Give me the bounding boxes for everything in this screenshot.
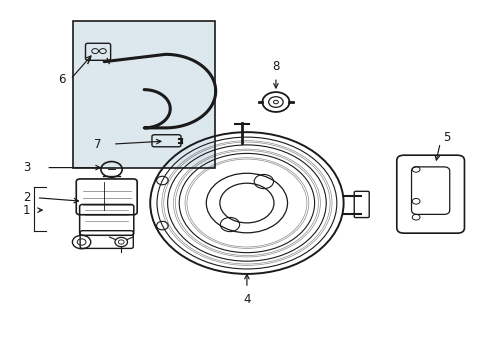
- Text: 6: 6: [58, 73, 65, 86]
- Text: 3: 3: [23, 161, 30, 174]
- Text: 1: 1: [23, 204, 30, 217]
- Text: 8: 8: [272, 60, 279, 73]
- Text: 5: 5: [442, 131, 449, 144]
- Text: 2: 2: [23, 191, 30, 204]
- Bar: [73, 21, 215, 168]
- Text: 4: 4: [243, 293, 250, 306]
- Text: 7: 7: [94, 138, 102, 150]
